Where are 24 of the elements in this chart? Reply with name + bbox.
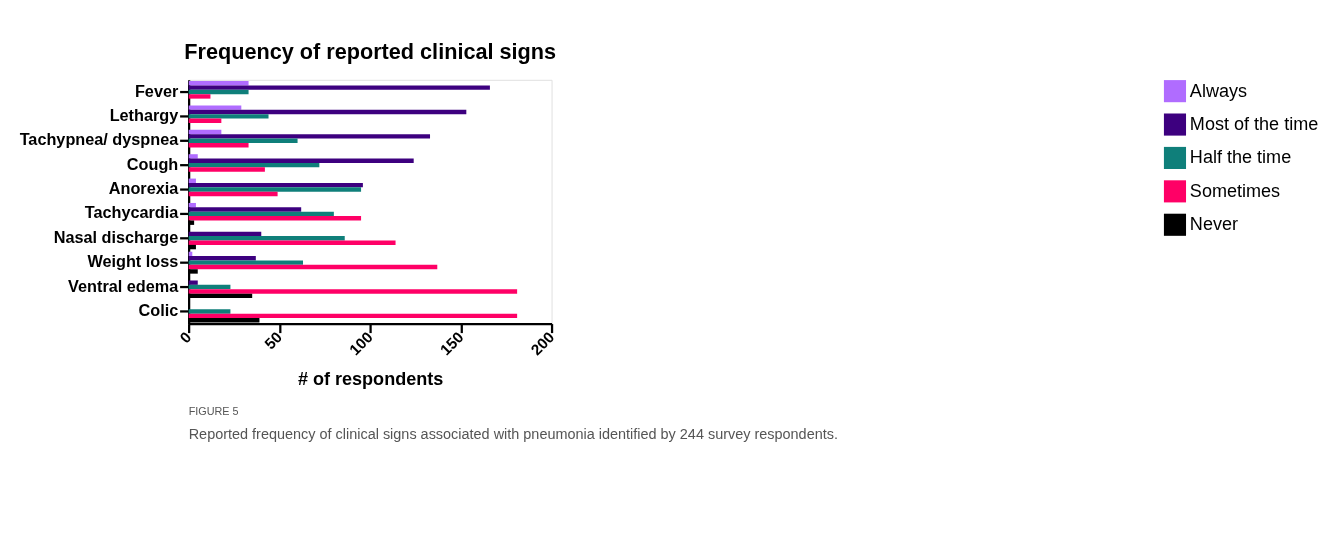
x-tick-label: 50 [261,328,286,353]
y-tick-label: Anorexia [108,179,180,198]
x-axis-title: # of respondents [297,369,444,390]
x-tick-label: 200 [527,328,558,359]
legend-label: Sometimes [1189,180,1281,201]
y-tick-label: Tachycardia [84,203,180,222]
y-tick-label: Colic [138,300,179,319]
y-tick-label: Weight loss [87,252,179,271]
x-tick-label: 0 [176,328,195,347]
legend-label: Always [1189,80,1248,101]
y-tick-label: Ventral edema [68,276,180,295]
y-tick-label: Cough [126,154,179,173]
y-tick-label: Fever [134,81,179,100]
x-tick-label: 150 [436,328,467,359]
y-tick-label: Nasal discharge [53,227,179,246]
chart-title: Frequency of reported clinical signs [184,39,557,65]
y-tick-label: Lethargy [109,105,179,124]
y-tick-label: Tachypnea/ dyspnea [19,130,180,149]
legend-label: Never [1189,214,1239,235]
legend-label: Most of the time [1189,113,1319,134]
x-tick-label: 100 [345,328,376,359]
caption: FIGURE 5 [188,405,239,418]
legend-label: Half the time [1189,147,1292,168]
text: Reported frequency of clinical signs associated with pneumonia identified by 244 survey respondents. [188,425,838,442]
